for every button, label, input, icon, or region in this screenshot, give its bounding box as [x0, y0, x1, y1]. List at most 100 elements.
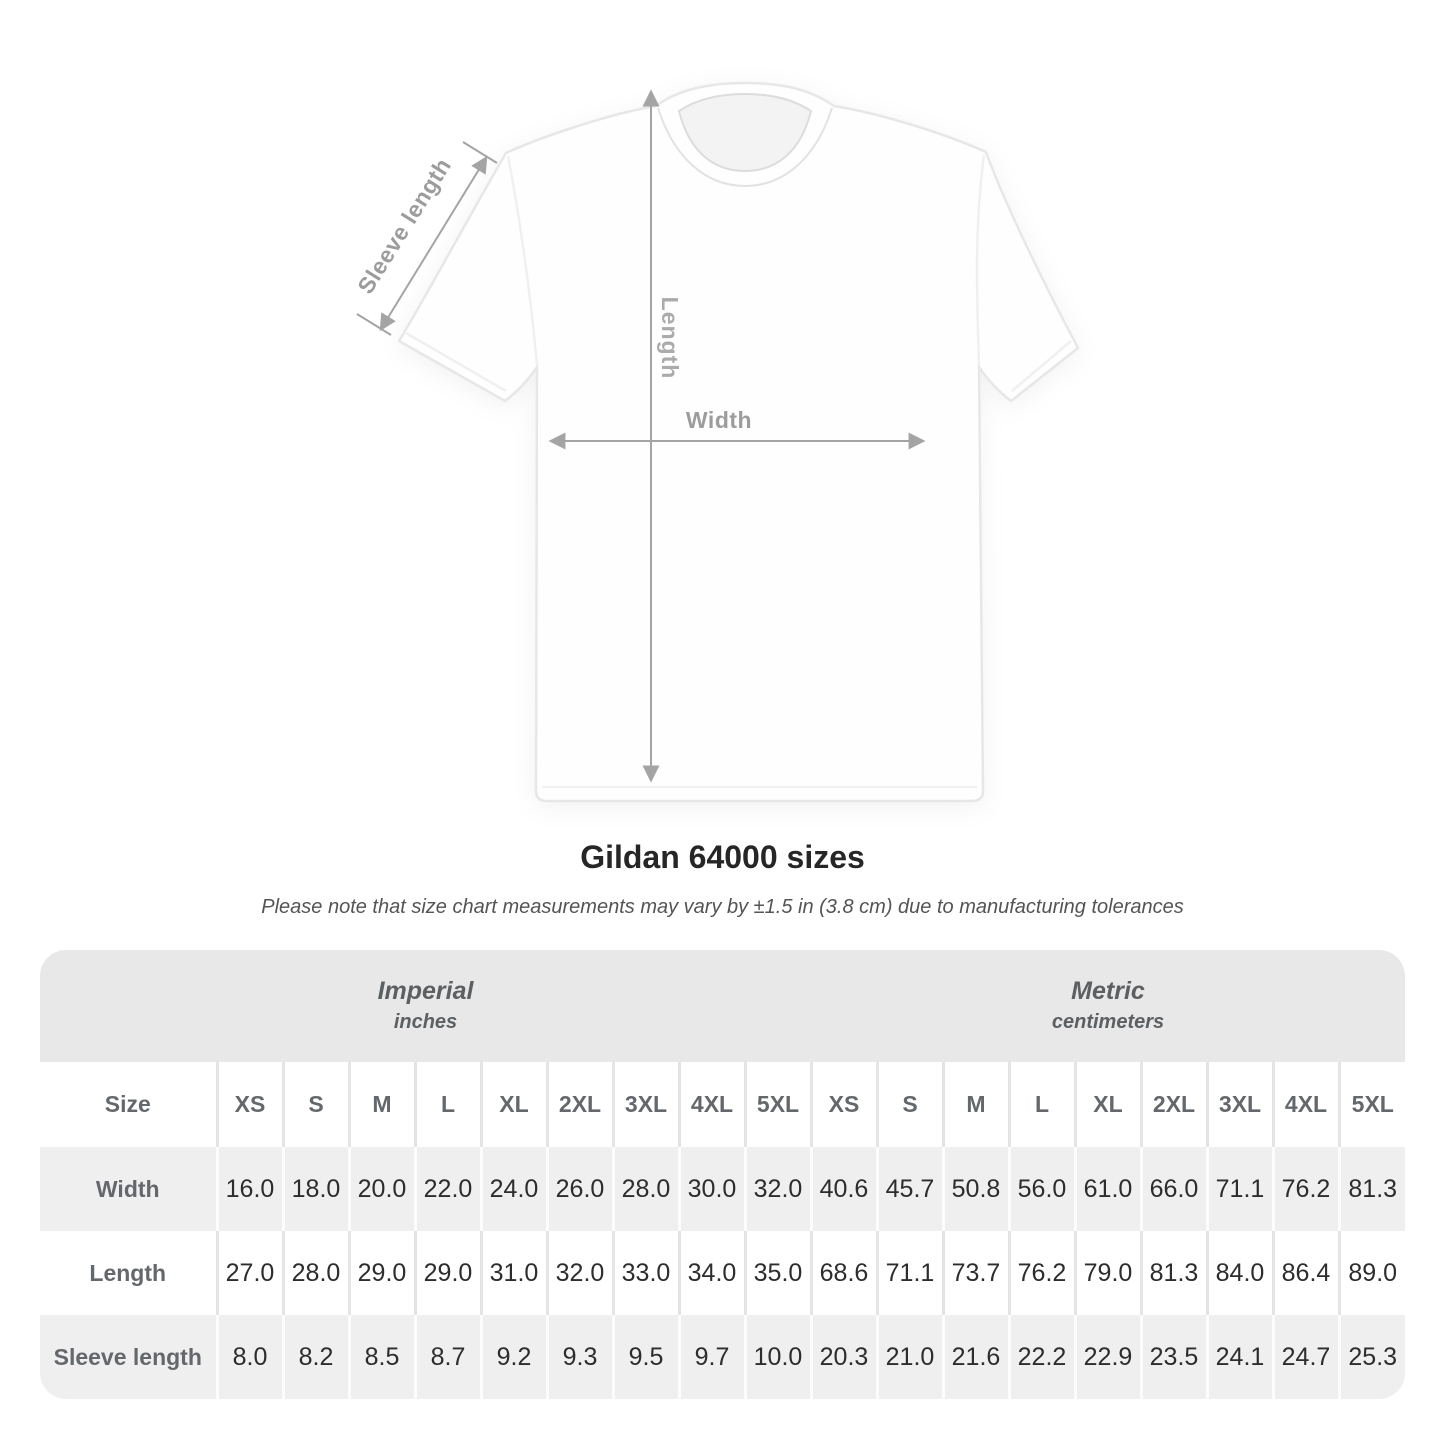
size-column-header: 5XL	[743, 1062, 811, 1147]
tshirt-measurement-diagram: Sleeve length Length Width	[352, 81, 1080, 803]
right-armhole-seam	[975, 154, 986, 366]
value-cell: 35.0	[743, 1231, 811, 1315]
size-column-header: XL	[479, 1062, 547, 1147]
value-cell: 21.0	[875, 1315, 943, 1399]
value-cell: 79.0	[1073, 1231, 1141, 1315]
value-cell: 76.2	[1271, 1147, 1339, 1231]
value-cell: 29.0	[413, 1231, 481, 1315]
size-column-header: 2XL	[1139, 1062, 1207, 1147]
value-cell: 9.7	[677, 1315, 745, 1399]
unit-section-imperial: Imperial inches	[40, 950, 811, 1062]
value-cell: 32.0	[545, 1231, 613, 1315]
size-column-header: M	[347, 1062, 415, 1147]
value-cell: 21.6	[941, 1315, 1009, 1399]
value-cell: 86.4	[1271, 1231, 1339, 1315]
value-cell: 22.0	[413, 1147, 481, 1231]
size-column-header: 3XL	[611, 1062, 679, 1147]
size-column-header: 5XL	[1337, 1062, 1405, 1147]
table-body: Width 16.0 18.0 20.0 22.0 24.0 26.0 28.0 30.0 32.…	[40, 1147, 1405, 1399]
value-cell: 16.0	[215, 1147, 283, 1231]
tolerance-note: Please note that size chart measurements…	[261, 896, 1184, 918]
value-cell: 20.0	[347, 1147, 415, 1231]
size-column-header: S	[281, 1062, 349, 1147]
value-cell: 27.0	[215, 1231, 283, 1315]
value-cell: 50.8	[941, 1147, 1009, 1231]
size-column-header: XL	[1073, 1062, 1141, 1147]
size-chart-container: Imperial inches Metric centimeters Size …	[40, 950, 1405, 1399]
value-cell: 23.5	[1139, 1315, 1207, 1399]
size-header-label: Size	[40, 1062, 217, 1147]
size-header-row: Size XS S M L XL 2XL 3XL 4XL 5XL XS S M L XL 2XL 3XL 4XL…	[40, 1062, 1405, 1147]
value-cell: 34.0	[677, 1231, 745, 1315]
value-cell: 8.2	[281, 1315, 349, 1399]
unit-section-metric: Metric centimeters	[811, 950, 1405, 1062]
value-cell: 40.6	[809, 1147, 877, 1231]
value-cell: 30.0	[677, 1147, 745, 1231]
value-cell: 8.5	[347, 1315, 415, 1399]
value-cell: 89.0	[1337, 1231, 1405, 1315]
value-cell: 66.0	[1139, 1147, 1207, 1231]
value-cell: 29.0	[347, 1231, 415, 1315]
value-cell: 28.0	[611, 1147, 679, 1231]
value-cell: 22.2	[1007, 1315, 1075, 1399]
value-cell: 73.7	[941, 1231, 1009, 1315]
size-column-header: XS	[809, 1062, 877, 1147]
size-column-header: S	[875, 1062, 943, 1147]
size-column-header: 4XL	[1271, 1062, 1339, 1147]
right-sleeve-hem-seam	[1011, 340, 1072, 392]
collar-opening	[677, 92, 813, 173]
measurement-annotations	[356, 89, 926, 783]
value-cell: 31.0	[479, 1231, 547, 1315]
row-label: Sleeve length	[40, 1315, 217, 1399]
sleeve-arrow-top-tick	[462, 141, 498, 164]
size-chart-table: Imperial inches Metric centimeters Size …	[40, 950, 1405, 1399]
value-cell: 18.0	[281, 1147, 349, 1231]
length-label: Length	[657, 297, 683, 380]
value-cell: 26.0	[545, 1147, 613, 1231]
value-cell: 71.1	[1205, 1147, 1273, 1231]
value-cell: 71.1	[875, 1231, 943, 1315]
value-cell: 76.2	[1007, 1231, 1075, 1315]
size-column-header: 3XL	[1205, 1062, 1273, 1147]
table-row: Length 27.0 28.0 29.0 29.0 31.0 32.0 33.0 34.0 35…	[40, 1231, 1405, 1315]
value-cell: 9.3	[545, 1315, 613, 1399]
value-cell: 9.2	[479, 1315, 547, 1399]
value-cell: 25.3	[1337, 1315, 1405, 1399]
value-cell: 24.1	[1205, 1315, 1273, 1399]
value-cell: 81.3	[1139, 1231, 1207, 1315]
value-cell: 24.0	[479, 1147, 547, 1231]
sleeve-length-arrow	[379, 155, 488, 332]
unit-band-row: Imperial inches Metric centimeters	[40, 950, 1405, 1062]
value-cell: 10.0	[743, 1315, 811, 1399]
imperial-unit-label: inches	[393, 1010, 458, 1033]
value-cell: 20.3	[809, 1315, 877, 1399]
left-armhole-seam	[506, 155, 539, 366]
sleeve-arrow-bottom-tick	[356, 313, 392, 336]
value-cell: 61.0	[1073, 1147, 1141, 1231]
value-cell: 8.7	[413, 1315, 481, 1399]
value-cell: 28.0	[281, 1231, 349, 1315]
table-row: Width 16.0 18.0 20.0 22.0 24.0 26.0 28.0 30.0 32.…	[40, 1147, 1405, 1231]
value-cell: 33.0	[611, 1231, 679, 1315]
size-column-header: L	[413, 1062, 481, 1147]
table-row: Sleeve length 8.0 8.2 8.5 8.7 9.2 9.3 9.5 9.7 10.…	[40, 1315, 1405, 1399]
value-cell: 24.7	[1271, 1315, 1339, 1399]
metric-unit-label: centimeters	[1051, 1010, 1165, 1033]
size-column-header: 4XL	[677, 1062, 745, 1147]
imperial-label: Imperial	[377, 977, 474, 1006]
value-cell: 8.0	[215, 1315, 283, 1399]
size-column-header: XS	[215, 1062, 283, 1147]
row-label: Length	[40, 1231, 217, 1315]
size-column-header: L	[1007, 1062, 1075, 1147]
value-cell: 45.7	[875, 1147, 943, 1231]
value-cell: 68.6	[809, 1231, 877, 1315]
value-cell: 9.5	[611, 1315, 679, 1399]
size-column-header: 2XL	[545, 1062, 613, 1147]
width-label: Width	[686, 407, 752, 433]
value-cell: 84.0	[1205, 1231, 1273, 1315]
size-column-header: M	[941, 1062, 1009, 1147]
value-cell: 81.3	[1337, 1147, 1405, 1231]
metric-label: Metric	[1071, 977, 1145, 1006]
value-cell: 32.0	[743, 1147, 811, 1231]
